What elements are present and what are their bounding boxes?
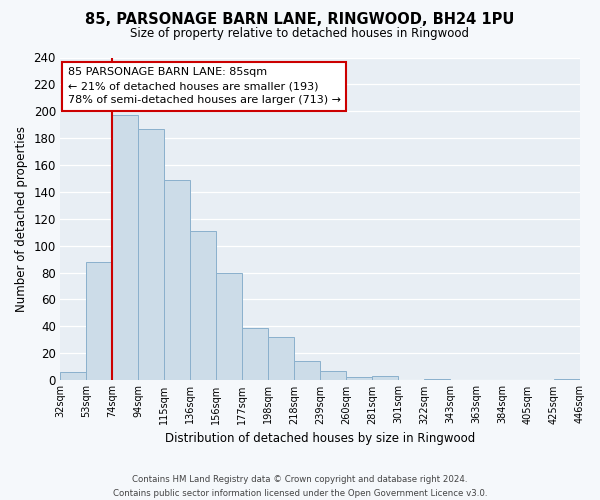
Text: Contains HM Land Registry data © Crown copyright and database right 2024.
Contai: Contains HM Land Registry data © Crown c… [113, 476, 487, 498]
Bar [216, 272, 242, 380]
Bar [554, 379, 580, 380]
Text: 85, PARSONAGE BARN LANE, RINGWOOD, BH24 1PU: 85, PARSONAGE BARN LANE, RINGWOOD, BH24 … [85, 12, 515, 28]
Bar [320, 370, 346, 380]
Y-axis label: Number of detached properties: Number of detached properties [15, 126, 28, 312]
Bar [164, 180, 190, 380]
X-axis label: Distribution of detached houses by size in Ringwood: Distribution of detached houses by size … [165, 432, 475, 445]
Bar [294, 362, 320, 380]
Text: 85 PARSONAGE BARN LANE: 85sqm
← 21% of detached houses are smaller (193)
78% of : 85 PARSONAGE BARN LANE: 85sqm ← 21% of d… [68, 67, 341, 105]
Bar [268, 337, 294, 380]
Text: Size of property relative to detached houses in Ringwood: Size of property relative to detached ho… [131, 28, 470, 40]
Bar [138, 128, 164, 380]
Bar [190, 231, 216, 380]
Bar [112, 116, 138, 380]
Bar [86, 262, 112, 380]
Bar [242, 328, 268, 380]
Bar [60, 372, 86, 380]
Bar [372, 376, 398, 380]
Bar [346, 378, 372, 380]
Bar [424, 379, 450, 380]
